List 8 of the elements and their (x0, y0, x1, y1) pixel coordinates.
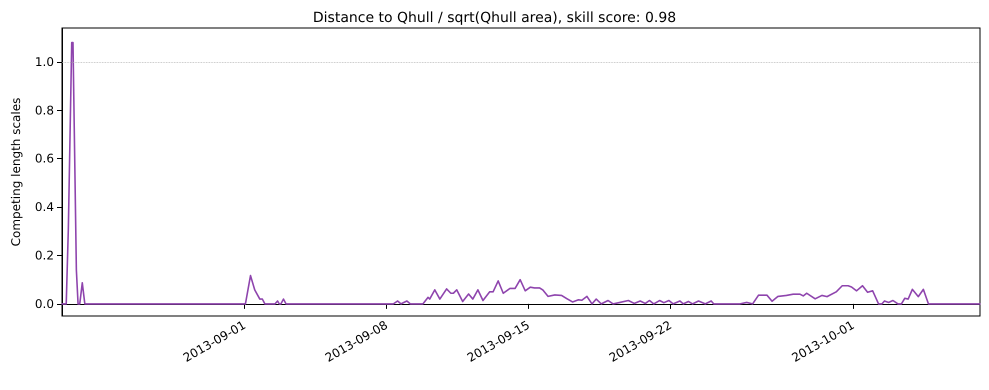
y-axis-title: Competing length scales (9, 98, 23, 246)
y-tick-label: 0.4 (34, 200, 54, 214)
y-tick-label: 0.0 (34, 296, 54, 311)
y-tick-label: 1.0 (34, 54, 54, 69)
y-tick-label: 0.6 (34, 152, 54, 166)
chart-title: Distance to Qhull / sqrt(Qhull area), skill score: 0.98 (312, 10, 676, 26)
y-tick-label: 0.2 (34, 248, 54, 262)
y-tick-label: 0.8 (34, 103, 54, 118)
